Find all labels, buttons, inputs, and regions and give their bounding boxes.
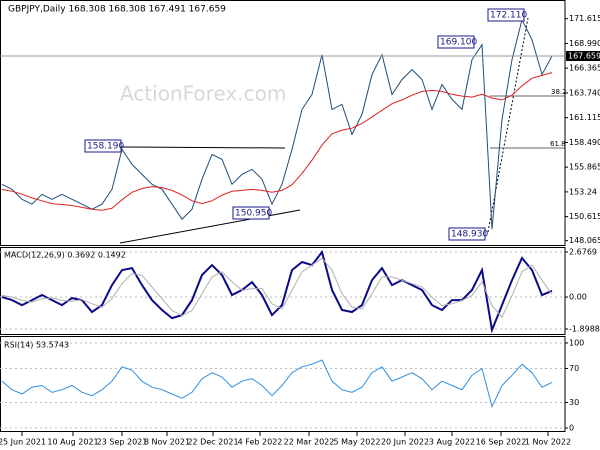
last-price-box: [566, 50, 600, 61]
y-tick-label: 163.740: [569, 88, 600, 97]
y-tick-label: 171.615: [569, 14, 600, 23]
y-tick-label: -1.8988: [569, 325, 600, 334]
trend-line: [119, 146, 286, 149]
series-line: [1, 72, 553, 211]
x-tick-label: 22 Mar 2022: [284, 438, 335, 447]
annotation-box: [448, 227, 486, 241]
series-line: [1, 359, 553, 409]
y-tick-label: 30: [569, 398, 579, 407]
series-line: [1, 18, 553, 230]
y-tick-label: 155.865: [569, 163, 600, 172]
y-tick-label: 166.365: [569, 64, 600, 73]
annotation: 172.110: [490, 11, 527, 21]
y-tick-label: 2.6769: [569, 247, 597, 256]
x-tick-label: 1 Nov 2022: [525, 438, 571, 447]
x-tick-label: 10 Aug 2021: [47, 438, 98, 447]
y-tick-label: 148.065: [569, 236, 600, 245]
annotation: 169.100: [440, 38, 477, 48]
x-tick-label: 22 Dec 2021: [187, 438, 238, 447]
y-tick-label: 0: [569, 424, 574, 433]
annotation: 148.930: [451, 230, 488, 240]
y-tick-label: 168.990: [569, 39, 600, 48]
annotation-box: [84, 139, 122, 153]
rsi-title: RSI(14) 53.5743: [4, 341, 69, 350]
x-tick-label: 8 Nov 2021: [144, 438, 190, 447]
y-tick-label: 70: [569, 364, 579, 373]
x-tick-label: 23 Sep 2021: [97, 438, 148, 447]
y-tick-label: 100: [569, 338, 584, 347]
price-title: GBPJPY,Daily 168.308 168.308 167.491 167…: [8, 5, 226, 15]
annotation: 150.950: [235, 209, 272, 219]
trend-line: [119, 209, 301, 244]
pane-border: [0, 247, 566, 335]
y-tick-label: 161.115: [569, 113, 600, 122]
x-tick-label: 4 Feb 2022: [238, 438, 283, 447]
y-tick-label: 150.615: [569, 212, 600, 221]
pane-border: [0, 0, 566, 246]
annotation-box: [437, 35, 475, 49]
annotation: 38.2: [551, 88, 567, 96]
y-tick-label: 0.00: [569, 293, 587, 302]
macd-title: MACD(12,26,9) 0.3692 0.1492: [4, 251, 126, 260]
y-tick-label: 158.490: [569, 138, 600, 147]
x-tick-label: 20 Jun 2022: [381, 438, 429, 447]
last-price-label: 167.659: [568, 51, 600, 60]
annotation-box: [232, 206, 270, 220]
x-tick-label: 16 Sep 2022: [476, 438, 527, 447]
x-tick-label: 25 Jun 2021: [0, 438, 46, 447]
x-tick-label: 3 Aug 2022: [429, 438, 475, 447]
annotation-box: [487, 8, 525, 22]
y-tick-label: 153.24: [569, 187, 597, 196]
series-line: [1, 249, 553, 334]
pane-border: [0, 336, 566, 432]
series-line: [1, 257, 553, 319]
annotation: 61.8: [550, 140, 566, 148]
annotation: 158.190: [87, 142, 124, 152]
x-tick-label: 5 May 2022: [333, 438, 380, 447]
watermark: ActionForex.com: [120, 82, 286, 106]
